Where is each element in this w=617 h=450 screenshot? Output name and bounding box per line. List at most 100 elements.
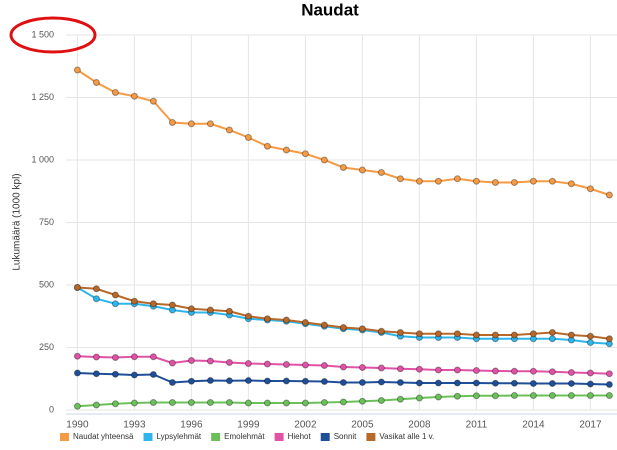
data-point	[339, 398, 347, 406]
data-point	[111, 370, 119, 378]
data-point	[434, 177, 442, 185]
data-point	[111, 89, 119, 96]
data-point	[187, 377, 195, 385]
data-point	[301, 361, 309, 369]
data-point	[472, 177, 480, 185]
data-point	[282, 316, 290, 324]
data-point	[130, 353, 138, 361]
data-point	[187, 120, 195, 128]
data-point	[168, 301, 176, 309]
data-point	[282, 399, 290, 407]
data-point	[244, 360, 252, 367]
data-point	[453, 392, 461, 400]
data-point	[605, 191, 613, 199]
data-point	[586, 380, 594, 388]
data-point	[339, 363, 347, 371]
data-point	[92, 401, 100, 409]
data-point	[320, 156, 328, 164]
data-point	[149, 353, 157, 361]
data-point	[472, 392, 480, 400]
y-axis-label: Lukumäärä (1000 kpl)	[12, 173, 23, 270]
chart-title: Naudat	[301, 0, 359, 19]
data-point	[529, 330, 537, 338]
data-point	[567, 331, 575, 339]
data-point	[396, 395, 404, 403]
data-point	[301, 399, 309, 407]
y-tick-label: 1 250	[31, 92, 54, 102]
data-point	[282, 377, 290, 385]
data-point	[434, 366, 442, 374]
data-point	[377, 378, 385, 386]
data-point	[225, 399, 233, 406]
data-point	[434, 393, 442, 401]
data-point	[73, 284, 81, 291]
data-point	[377, 327, 385, 335]
x-tick-label: 1999	[237, 420, 260, 431]
data-point	[548, 368, 556, 376]
grid	[66, 34, 617, 411]
data-point	[605, 381, 613, 388]
data-point	[263, 377, 271, 385]
y-tick-label: 750	[39, 217, 54, 227]
data-point	[415, 177, 423, 185]
data-point	[396, 175, 404, 183]
data-point	[510, 392, 518, 399]
data-point	[415, 330, 423, 338]
data-point	[491, 367, 499, 375]
data-point	[529, 367, 537, 375]
data-point	[111, 354, 119, 361]
y-tick-label: 0	[49, 404, 54, 414]
data-point	[510, 331, 518, 339]
data-point	[605, 335, 613, 343]
data-point	[111, 291, 119, 299]
data-point	[472, 331, 480, 339]
y-tick-label: 1 000	[31, 154, 54, 164]
data-point	[339, 164, 347, 171]
data-point	[168, 399, 176, 406]
data-point	[605, 370, 613, 378]
data-point	[149, 371, 157, 378]
data-point	[548, 177, 556, 185]
data-point	[73, 352, 81, 360]
data-point	[320, 378, 328, 385]
data-point	[491, 392, 499, 400]
x-tick-label: 1996	[180, 420, 203, 431]
data-point	[244, 312, 252, 320]
data-point	[320, 321, 328, 329]
data-point	[358, 166, 366, 174]
data-point	[73, 66, 81, 74]
data-point	[586, 392, 594, 399]
data-point	[453, 379, 461, 387]
data-point	[168, 379, 176, 386]
highlight-circle	[9, 16, 97, 54]
data-point	[263, 360, 271, 368]
data-point	[263, 399, 271, 407]
data-point	[415, 394, 423, 402]
data-point	[358, 397, 366, 405]
data-point	[111, 300, 119, 308]
legend-swatch	[211, 433, 221, 441]
legend-swatch	[366, 433, 376, 441]
data-point	[282, 146, 290, 154]
data-point	[206, 120, 214, 128]
data-point	[168, 119, 176, 126]
data-point	[567, 180, 575, 188]
data-point	[472, 367, 480, 374]
legend-label: Sonnit	[334, 432, 357, 441]
data-point	[377, 397, 385, 404]
legend-swatch	[320, 433, 330, 441]
x-tick-label: 2014	[522, 420, 545, 431]
data-point	[130, 399, 138, 407]
data-point	[206, 306, 214, 314]
data-point	[92, 353, 100, 361]
data-point	[415, 379, 423, 387]
data-point	[396, 329, 404, 336]
data-point	[377, 169, 385, 176]
data-point	[472, 379, 480, 387]
data-point	[548, 329, 556, 336]
data-point	[73, 369, 81, 377]
data-point	[206, 357, 214, 365]
data-point	[244, 399, 252, 407]
data-point	[453, 330, 461, 338]
data-point	[510, 379, 518, 387]
